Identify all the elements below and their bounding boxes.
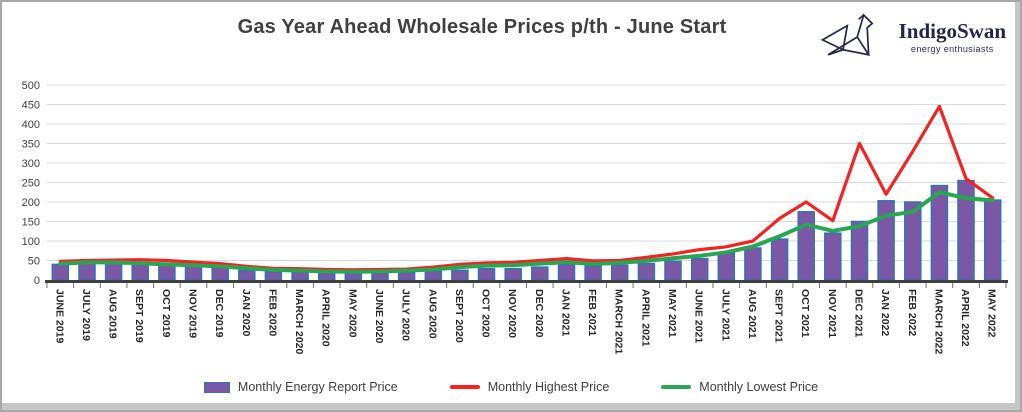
svg-text:450: 450: [22, 100, 40, 112]
svg-text:AUG 2021: AUG 2021: [746, 289, 758, 339]
x-axis-labels: JUNE 2019 JULY 2019 AUG 2019 SEPT 2019 OCT 2…: [53, 289, 997, 355]
svg-text:SEPT 2019: SEPT 2019: [133, 289, 145, 343]
svg-text:MAY 2021: MAY 2021: [666, 289, 678, 338]
legend-label-lowest-price: Monthly Lowest Price: [699, 380, 819, 394]
svg-text:MARCH 2022: MARCH 2022: [932, 289, 944, 355]
logo-text: IndigoSwan energy enthusiasts: [899, 20, 1006, 53]
y-axis-labels: 0 50 100 150 200 250 300 350 400 450 500: [22, 80, 40, 287]
svg-text:MARCH 2021: MARCH 2021: [613, 289, 625, 355]
svg-text:FEB 2020: FEB 2020: [266, 289, 278, 336]
legend-label-energy-report-price: Monthly Energy Report Price: [237, 380, 398, 394]
svg-text:MAY 2020: MAY 2020: [346, 289, 358, 338]
x-axis-ticks: [46, 283, 1007, 288]
svg-text:200: 200: [22, 197, 40, 209]
svg-text:MARCH 2020: MARCH 2020: [293, 289, 305, 355]
svg-text:DEC 2020: DEC 2020: [533, 289, 545, 338]
svg-text:DEC 2019: DEC 2019: [213, 289, 225, 338]
svg-text:300: 300: [22, 158, 40, 170]
svg-text:OCT 2019: OCT 2019: [160, 289, 172, 338]
svg-text:400: 400: [22, 119, 40, 131]
red-line-swatch-icon: [449, 384, 480, 390]
svg-text:APRIL 2021: APRIL 2021: [639, 289, 651, 347]
logo-tagline: energy enthusiasts: [910, 43, 994, 54]
svg-text:500: 500: [22, 80, 40, 92]
svg-text:APRIL 2020: APRIL 2020: [320, 289, 332, 347]
svg-text:JULY 2020: JULY 2020: [400, 289, 412, 341]
logo-wordmark: IndigoSwan: [898, 19, 1006, 44]
legend-item-energy-report-price: Monthly Energy Report Price: [203, 380, 398, 394]
svg-text:JAN 2020: JAN 2020: [240, 289, 252, 336]
line-monthly-highest-price: [58, 104, 995, 272]
bar-swatch-icon: [203, 381, 230, 393]
bar-series-monthly-energy-report-price: [51, 179, 1002, 281]
svg-text:150: 150: [22, 217, 40, 229]
svg-text:JULY 2021: JULY 2021: [719, 289, 731, 341]
svg-text:0: 0: [34, 275, 40, 287]
svg-text:JULY 2019: JULY 2019: [80, 289, 92, 341]
svg-text:JUNE 2020: JUNE 2020: [373, 289, 385, 343]
svg-text:FEB 2022: FEB 2022: [906, 289, 918, 336]
svg-text:NOV 2019: NOV 2019: [187, 289, 199, 338]
svg-text:AUG 2019: AUG 2019: [107, 289, 119, 339]
line-monthly-lowest-price: [58, 190, 995, 274]
svg-text:OCT 2020: OCT 2020: [480, 289, 492, 338]
svg-text:100: 100: [22, 236, 40, 248]
indigoswan-logo: IndigoSwan energy enthusiasts: [817, 10, 1006, 64]
svg-text:JUNE 2019: JUNE 2019: [53, 289, 65, 343]
legend-item-lowest-price: Monthly Lowest Price: [661, 380, 818, 394]
svg-text:JAN 2021: JAN 2021: [560, 289, 572, 336]
svg-text:NOV 2020: NOV 2020: [506, 289, 518, 338]
svg-text:SEPT 2021: SEPT 2021: [773, 289, 785, 343]
svg-text:MAY 2022: MAY 2022: [986, 289, 998, 338]
svg-text:250: 250: [22, 178, 40, 190]
svg-text:DEC 2021: DEC 2021: [853, 289, 865, 338]
svg-text:50: 50: [28, 256, 40, 268]
svg-text:SEPT 2020: SEPT 2020: [453, 289, 465, 343]
svg-text:JAN 2022: JAN 2022: [879, 289, 891, 336]
green-line-swatch-icon: [661, 384, 692, 390]
chart-title: Gas Year Ahead Wholesale Prices p/th - J…: [237, 16, 727, 38]
svg-text:350: 350: [22, 139, 40, 151]
legend-item-highest-price: Monthly Highest Price: [449, 380, 610, 394]
svg-text:OCT 2021: OCT 2021: [799, 289, 811, 338]
chart-legend: Monthly Energy Report Price Monthly High…: [2, 380, 1020, 394]
svg-text:NOV 2021: NOV 2021: [826, 289, 838, 338]
svg-text:APRIL 2022: APRIL 2022: [959, 289, 971, 347]
origami-swan-icon: [820, 13, 874, 56]
svg-text:AUG 2020: AUG 2020: [426, 289, 438, 339]
svg-text:FEB 2021: FEB 2021: [586, 289, 598, 336]
svg-text:JUNE 2021: JUNE 2021: [693, 289, 705, 343]
legend-label-highest-price: Monthly Highest Price: [487, 380, 610, 394]
